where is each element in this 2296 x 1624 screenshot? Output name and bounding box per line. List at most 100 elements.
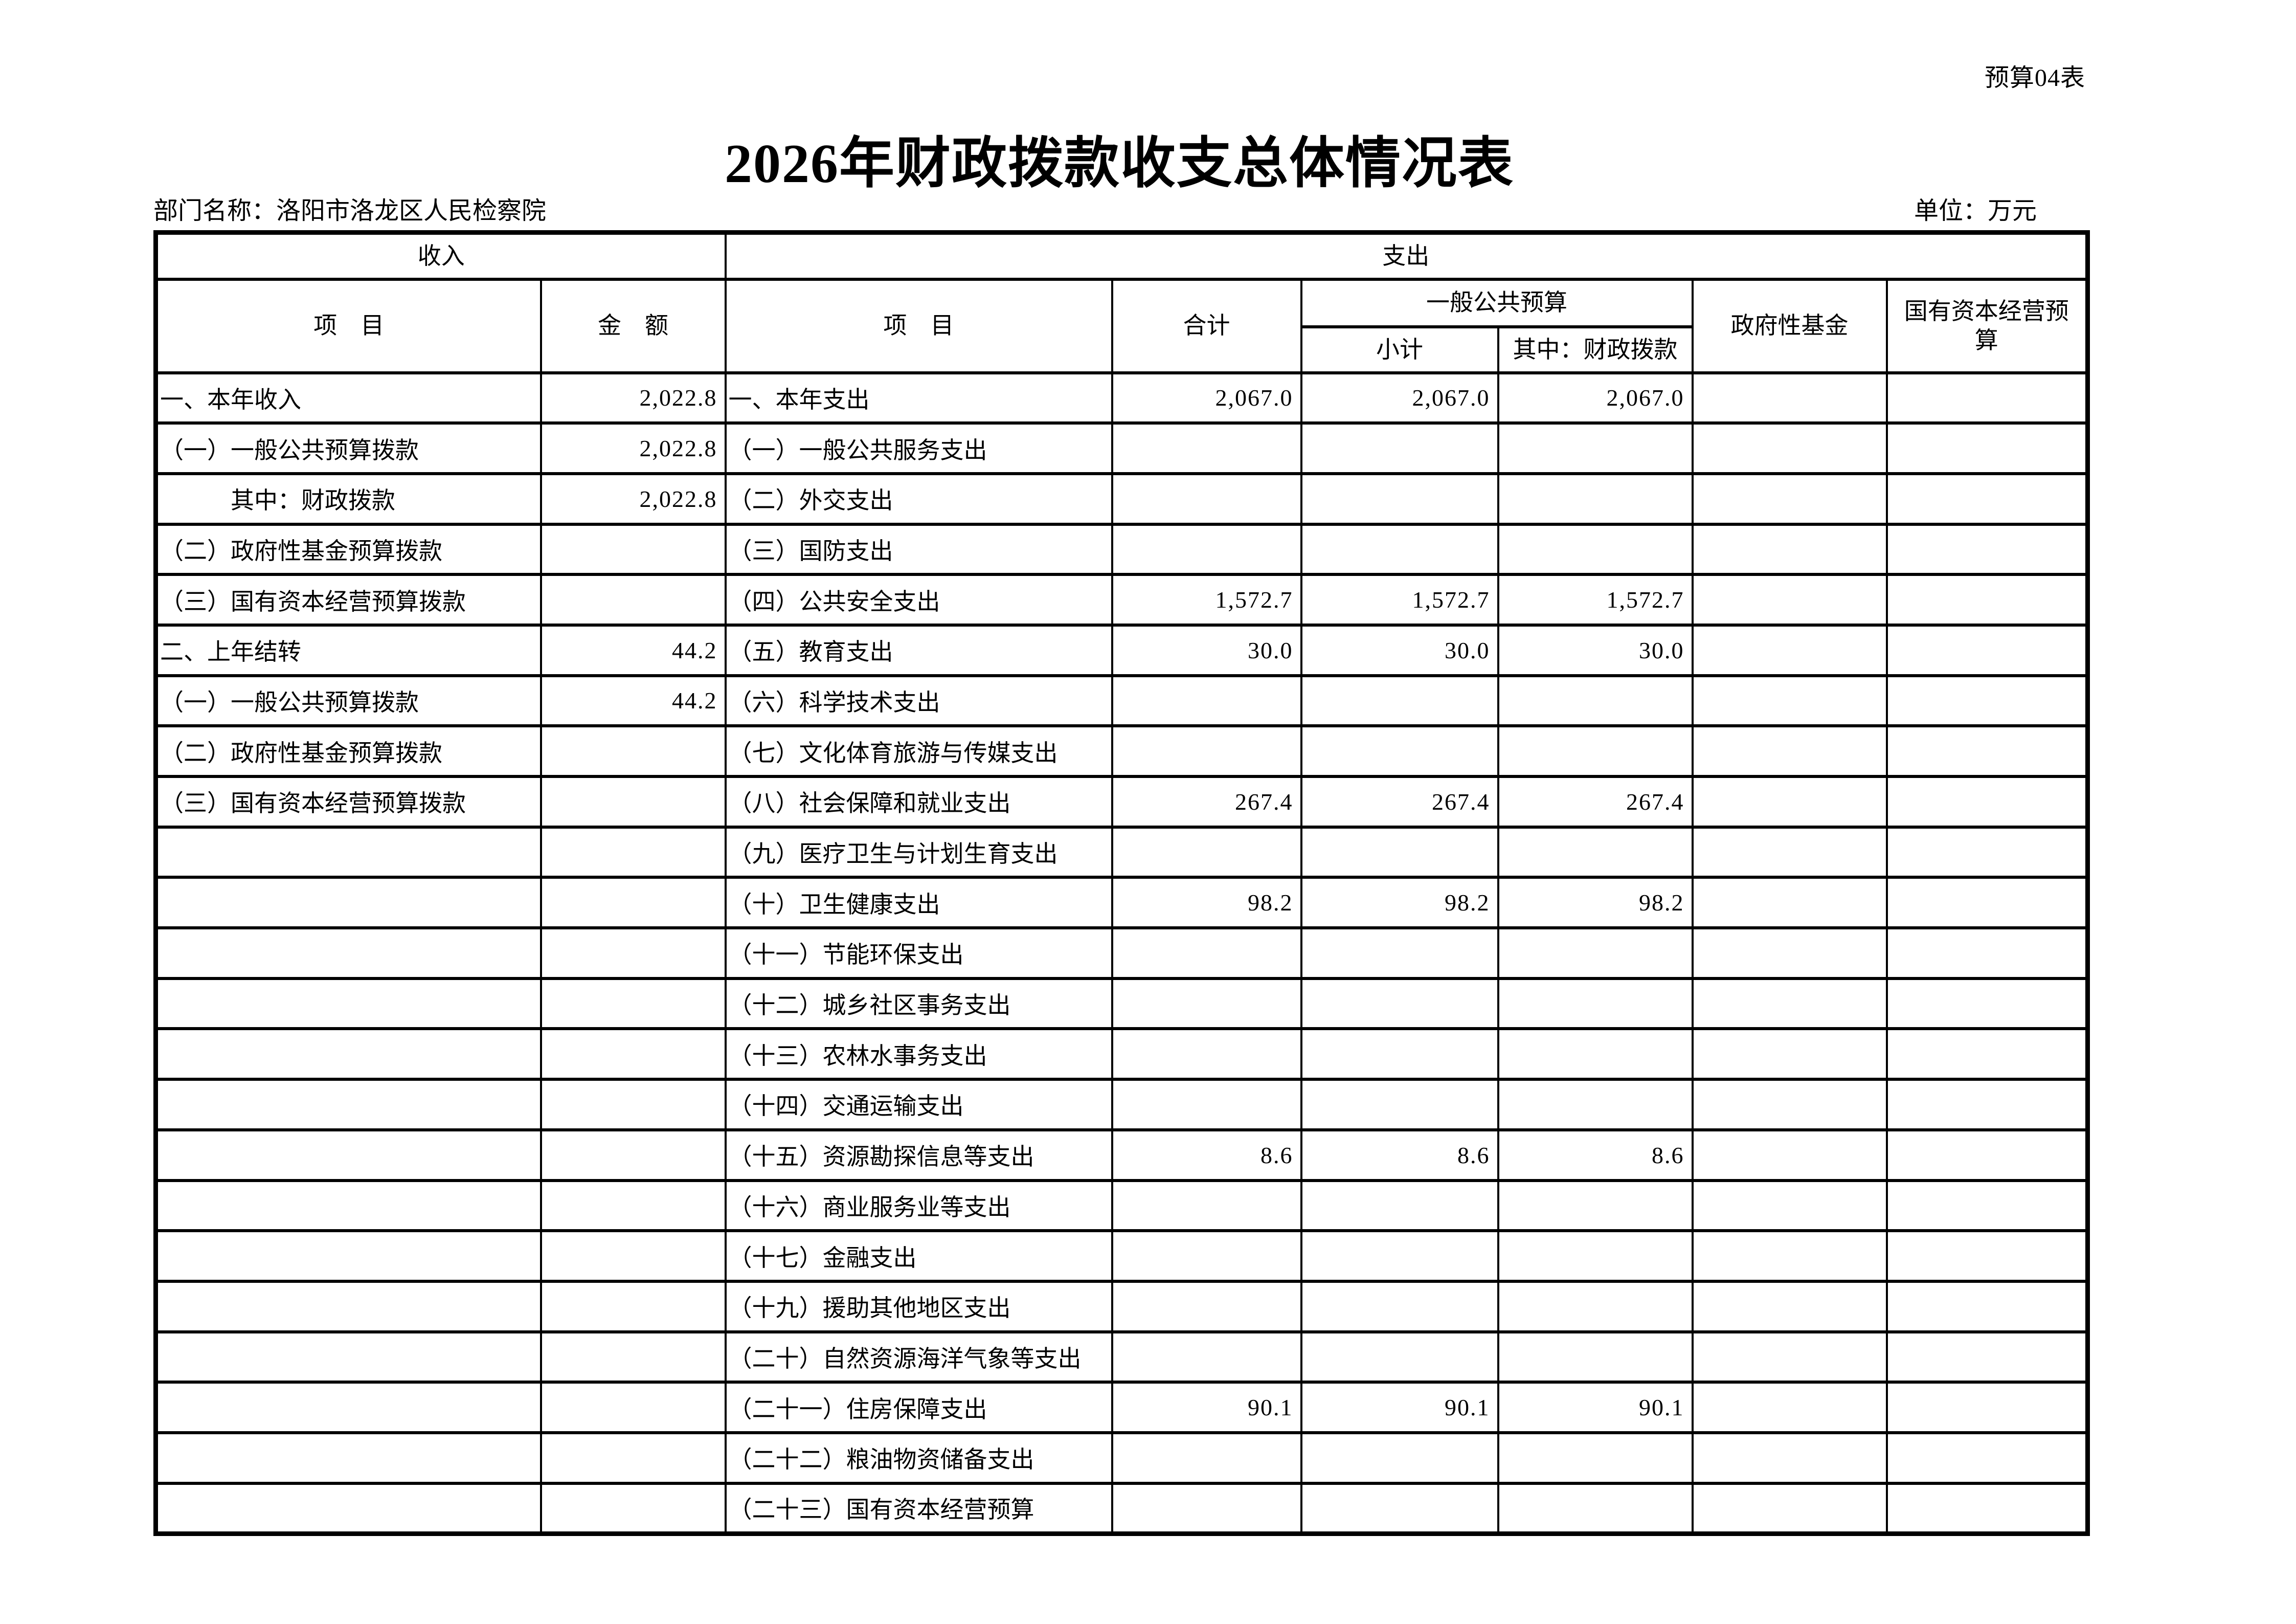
unit-label: 单位：万元 — [1914, 197, 2037, 225]
income-item-cell — [154, 1128, 542, 1182]
expense-subtotal-cell — [1300, 1178, 1499, 1233]
income-amount-cell: 2,022.8 — [539, 371, 727, 425]
expense-total-cell — [1111, 825, 1302, 879]
income-amount-cell — [539, 1078, 727, 1131]
table-row: （十七）金融支出 — [154, 1229, 2089, 1283]
income-item-cell: （三）国有资本经营预算拨款 — [154, 573, 542, 627]
expense-subtotal-cell: 267.4 — [1300, 775, 1499, 829]
expense-item-cell: （二十三）国有资本经营预算 — [724, 1481, 1113, 1536]
expense-item-cell: （十九）援助其他地区支出 — [724, 1279, 1113, 1333]
expense-total-cell: 2,067.0 — [1111, 371, 1302, 425]
income-amount-cell — [539, 1279, 727, 1333]
income-item-cell: （三）国有资本经营预算拨款 — [154, 775, 542, 829]
form-number-label: 预算04表 — [1984, 64, 2085, 92]
expense-subtotal-cell — [1300, 1078, 1499, 1131]
income-amount-cell — [539, 1027, 727, 1081]
department-name-label: 部门名称：洛阳市洛龙区人民检察院 — [153, 197, 547, 225]
expense-fiscal-cell: 1,572.7 — [1497, 573, 1694, 627]
expense-subtotal-cell: 30.0 — [1300, 623, 1499, 677]
expense-fiscal-cell — [1497, 825, 1694, 879]
income-item-cell — [154, 1279, 542, 1333]
income-item-cell: 一、本年收入 — [154, 371, 542, 425]
table-row: （二）政府性基金预算拨款 （七）文化体育旅游与传媒支出 — [154, 724, 2089, 778]
expense-subtotal-cell — [1300, 674, 1499, 728]
table-row: （十一）节能环保支出 — [154, 926, 2089, 980]
gov-fund-cell — [1691, 825, 1888, 879]
expense-total-cell — [1111, 522, 1302, 576]
expense-item-cell: （三）国防支出 — [724, 522, 1113, 576]
table-row: （十）卫生健康支出 98.2 98.2 98.2 — [154, 876, 2089, 930]
table-row: 其中：财政拨款 2,022.8 （二）外交支出 — [154, 472, 2089, 526]
income-amount-cell — [539, 724, 727, 778]
table-row: （三）国有资本经营预算拨款 （八）社会保障和就业支出 267.4 267.4 267.4 — [154, 775, 2089, 829]
expense-fiscal-cell — [1497, 421, 1694, 475]
expense-item-cell: （一）一般公共服务支出 — [724, 421, 1113, 475]
gov-fund-cell — [1691, 1279, 1888, 1333]
expense-subtotal-cell — [1300, 1481, 1499, 1536]
expense-fiscal-cell — [1497, 1027, 1694, 1081]
income-amount-cell — [539, 775, 727, 829]
income-item-cell — [154, 976, 542, 1031]
expense-subtotal-cell — [1300, 976, 1499, 1031]
expense-fiscal-cell — [1497, 472, 1694, 526]
gov-fund-cell — [1691, 522, 1888, 576]
state-capital-cell — [1885, 674, 2089, 728]
table-row: （二十二）粮油物资储备支出 — [154, 1431, 2089, 1485]
state-capital-cell — [1885, 1279, 2089, 1333]
expense-fiscal-cell — [1497, 1279, 1694, 1333]
expense-total-cell — [1111, 976, 1302, 1031]
expense-fiscal-cell — [1497, 674, 1694, 728]
expense-subtotal-cell — [1300, 1229, 1499, 1283]
expense-total-cell: 90.1 — [1111, 1381, 1302, 1434]
table-row: （二十）自然资源海洋气象等支出 — [154, 1330, 2089, 1384]
expense-total-cell: 8.6 — [1111, 1128, 1302, 1182]
table-row: （十二）城乡社区事务支出 — [154, 976, 2089, 1031]
income-item-cell — [154, 1330, 542, 1384]
expense-fiscal-cell: 98.2 — [1497, 876, 1694, 930]
gov-fund-cell — [1691, 371, 1888, 425]
expense-total-cell: 98.2 — [1111, 876, 1302, 930]
income-amount-cell — [539, 1481, 727, 1536]
gov-fund-cell — [1691, 775, 1888, 829]
gov-fund-cell — [1691, 1229, 1888, 1283]
expense-fiscal-cell: 90.1 — [1497, 1381, 1694, 1434]
subtotal-header: 小计 — [1300, 325, 1499, 374]
state-capital-cell — [1885, 876, 2089, 930]
total-header: 合计 — [1111, 277, 1302, 374]
table-row: （十三）农林水事务支出 — [154, 1027, 2089, 1081]
expense-subtotal-cell — [1300, 522, 1499, 576]
expense-subtotal-cell — [1300, 1279, 1499, 1333]
income-item-cell — [154, 1381, 542, 1434]
income-item-cell — [154, 926, 542, 980]
table-row: （三）国有资本经营预算拨款 （四）公共安全支出 1,572.7 1,572.7 1,57… — [154, 573, 2089, 627]
gov-fund-cell — [1691, 623, 1888, 677]
state-capital-cell — [1885, 825, 2089, 879]
table-row: （十九）援助其他地区支出 — [154, 1279, 2089, 1333]
income-item-cell: （一）一般公共预算拨款 — [154, 421, 542, 475]
expense-total-cell: 267.4 — [1111, 775, 1302, 829]
table-header: 收入 支出 项 目 金 额 项 目 合计 一般公共预算 政府性基金 国有资本经营… — [154, 231, 2089, 374]
gov-fund-cell — [1691, 1128, 1888, 1182]
state-capital-header: 国有资本经营预算 — [1885, 277, 2089, 374]
expense-fiscal-cell — [1497, 1481, 1694, 1536]
expense-item-cell: （九）医疗卫生与计划生育支出 — [724, 825, 1113, 879]
gov-fund-cell — [1691, 976, 1888, 1031]
table-row: （一）一般公共预算拨款 44.2 （六）科学技术支出 — [154, 674, 2089, 728]
expense-subtotal-cell — [1300, 1431, 1499, 1485]
expense-item-cell: （十四）交通运输支出 — [724, 1078, 1113, 1131]
income-amount-cell — [539, 1128, 727, 1182]
state-capital-cell — [1885, 1229, 2089, 1283]
income-amount-cell: 44.2 — [539, 623, 727, 677]
income-amount-cell — [539, 1431, 727, 1485]
expense-subtotal-cell — [1300, 1330, 1499, 1384]
table-row: （九）医疗卫生与计划生育支出 — [154, 825, 2089, 879]
table-row: （二十一）住房保障支出 90.1 90.1 90.1 — [154, 1381, 2089, 1434]
expense-subtotal-cell: 8.6 — [1300, 1128, 1499, 1182]
expense-fiscal-cell — [1497, 522, 1694, 576]
state-capital-cell — [1885, 1128, 2089, 1182]
income-amount-cell: 2,022.8 — [539, 472, 727, 526]
state-capital-cell — [1885, 573, 2089, 627]
income-amount-cell: 44.2 — [539, 674, 727, 728]
gov-fund-cell — [1691, 421, 1888, 475]
table-row: 二、上年结转 44.2 （五）教育支出 30.0 30.0 30.0 — [154, 623, 2089, 677]
